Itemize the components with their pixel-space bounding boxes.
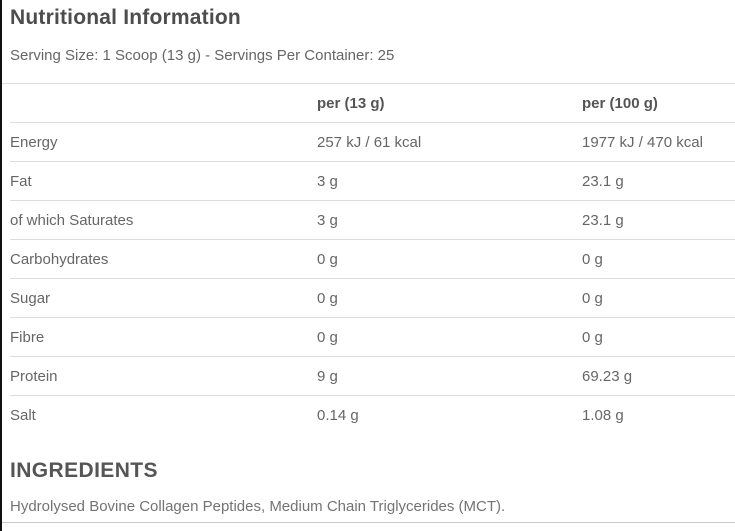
row-value-per-100g: 69.23 g bbox=[582, 367, 633, 385]
table-row-fat: Fat 3 g 23.1 g bbox=[10, 162, 735, 201]
row-value-per-13g: 0.14 g bbox=[317, 406, 359, 424]
row-value-per-13g: 3 g bbox=[317, 172, 338, 190]
table-row-carbohydrates: Carbohydrates 0 g 0 g bbox=[10, 240, 735, 279]
row-value-per-13g: 0 g bbox=[317, 328, 338, 346]
row-value-per-100g: 0 g bbox=[582, 328, 603, 346]
table-row-saturates: of which Saturates 3 g 23.1 g bbox=[10, 201, 735, 240]
row-label: of which Saturates bbox=[10, 211, 134, 229]
column-header-per-13g: per (13 g) bbox=[317, 94, 385, 112]
row-value-per-100g: 0 g bbox=[582, 289, 603, 307]
nutrition-table: per (13 g) per (100 g) Energy 257 kJ / 6… bbox=[10, 84, 735, 434]
ingredients-text: Hydrolysed Bovine Collagen Peptides, Med… bbox=[10, 498, 506, 515]
bottom-divider bbox=[2, 522, 735, 523]
row-value-per-13g: 0 g bbox=[317, 250, 338, 268]
row-value-per-100g: 1.08 g bbox=[582, 406, 624, 424]
row-value-per-13g: 257 kJ / 61 kcal bbox=[317, 133, 422, 151]
row-value-per-100g: 23.1 g bbox=[582, 172, 624, 190]
row-value-per-100g: 23.1 g bbox=[582, 211, 624, 229]
row-value-per-100g: 1977 kJ / 470 kcal bbox=[582, 133, 703, 151]
row-value-per-13g: 3 g bbox=[317, 211, 338, 229]
row-label: Carbohydrates bbox=[10, 250, 109, 268]
serving-size-info: Serving Size: 1 Scoop (13 g) - Servings … bbox=[10, 47, 395, 64]
row-value-per-100g: 0 g bbox=[582, 250, 603, 268]
table-row-fibre: Fibre 0 g 0 g bbox=[10, 318, 735, 357]
column-header-per-100g: per (100 g) bbox=[582, 94, 658, 112]
table-header-row: per (13 g) per (100 g) bbox=[10, 84, 735, 123]
table-row-salt: Salt 0.14 g 1.08 g bbox=[10, 396, 735, 434]
row-label: Fat bbox=[10, 172, 32, 190]
row-label: Sugar bbox=[10, 289, 51, 307]
table-row-sugar: Sugar 0 g 0 g bbox=[10, 279, 735, 318]
page-title: Nutritional Information bbox=[10, 6, 241, 29]
table-row-protein: Protein 9 g 69.23 g bbox=[10, 357, 735, 396]
row-value-per-13g: 0 g bbox=[317, 289, 338, 307]
row-value-per-13g: 9 g bbox=[317, 367, 338, 385]
row-label: Protein bbox=[10, 367, 58, 385]
row-label: Salt bbox=[10, 406, 36, 424]
section-divider bbox=[2, 83, 735, 84]
row-label: Energy bbox=[10, 133, 58, 151]
ingredients-heading: INGREDIENTS bbox=[10, 459, 158, 482]
table-row-energy: Energy 257 kJ / 61 kcal 1977 kJ / 470 kc… bbox=[10, 123, 735, 162]
row-label: Fibre bbox=[10, 328, 45, 346]
